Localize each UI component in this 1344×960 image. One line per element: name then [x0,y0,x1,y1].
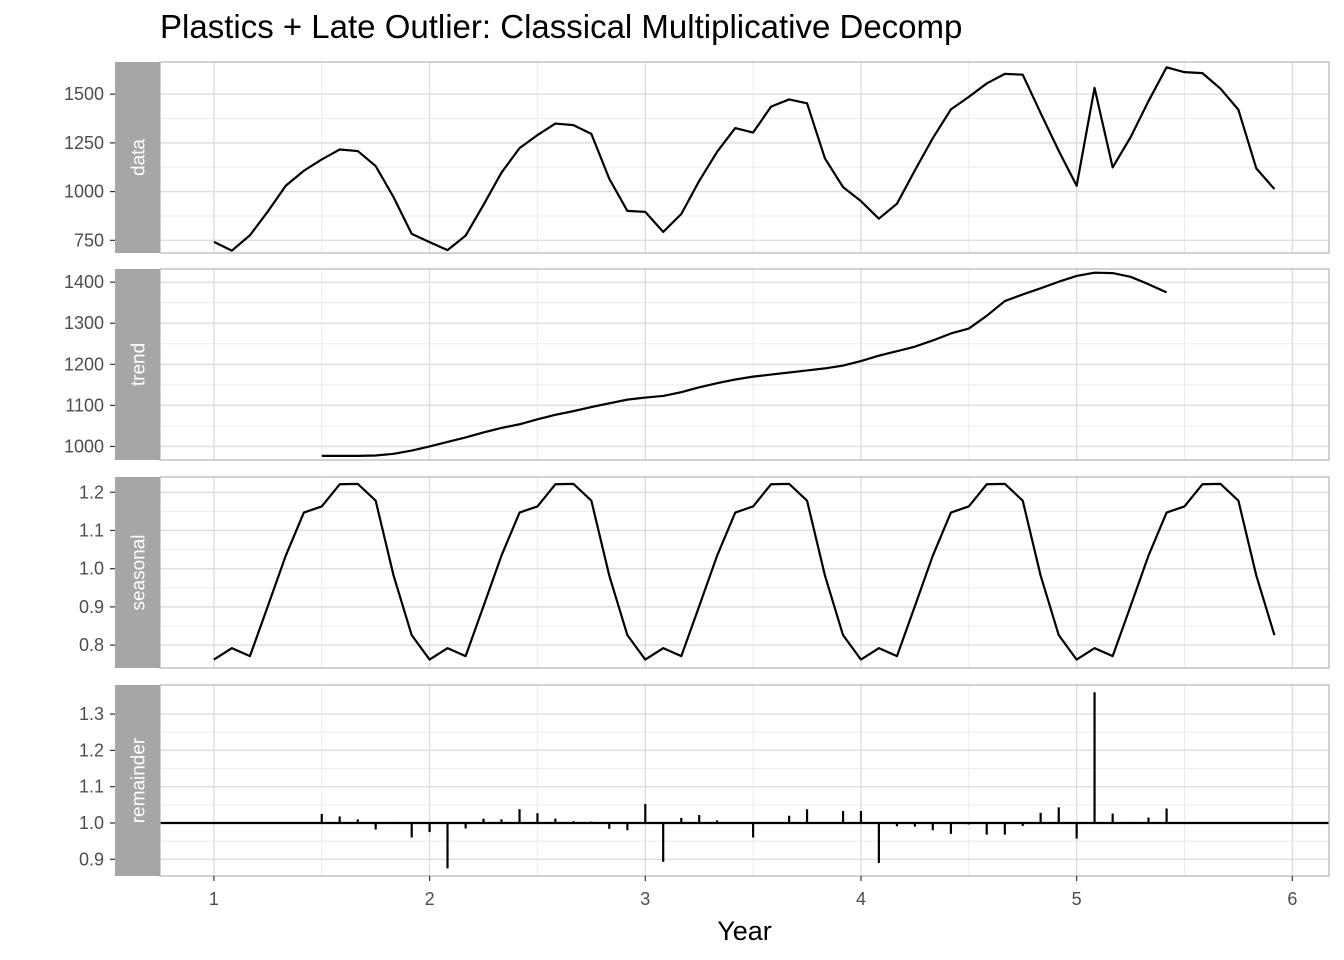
x-tick-label: 2 [425,889,435,909]
x-tick-label: 6 [1287,889,1297,909]
y-tick-label: 0.8 [79,635,104,655]
y-tick-label: 1.0 [79,813,104,833]
y-tick-label: 1.3 [79,704,104,724]
y-tick-label: 0.9 [79,597,104,617]
y-tick-label: 750 [74,230,104,250]
facet-strip-label: seasonal [129,534,150,610]
panel-seasonal: 0.8 0.9 1.0 1.1 1.2 seasonal [79,476,1330,669]
panel-background [160,685,1329,876]
facet-strip-label: data [129,139,150,176]
y-tick-label: 1200 [64,354,104,374]
x-tick-label: 3 [640,889,650,909]
y-tick-label: 1100 [65,395,104,415]
series-line-seasonal [213,482,1276,661]
x-axis-title: Year [717,916,772,946]
series-line-data [213,66,1276,252]
y-tick-label: 1.1 [79,520,104,540]
y-tick-label: 1000 [64,182,104,202]
facet-strip [115,62,160,253]
x-tick-label: 4 [856,889,866,909]
chart-title: Plastics + Late Outlier: Classical Multi… [160,8,963,45]
facet-strip [115,269,160,460]
facet-strip-label: trend [129,343,150,386]
panel-remainder: 0.9 1.0 1.1 1.2 1.3 remainder [79,684,1330,877]
y-tick-label: 1000 [64,436,104,456]
y-tick-label: 1.1 [79,777,104,797]
panel-background [160,477,1329,668]
y-tick-label: 1.2 [79,740,104,760]
x-tick-label: 1 [209,889,219,909]
panel-data: 750 1000 1250 1500 data [64,61,1330,254]
facet-strip [115,477,160,668]
facet-strip [115,685,160,876]
y-tick-label: 1250 [64,133,104,153]
y-tick-label: 1500 [64,84,104,104]
series-line-trend [321,271,1168,457]
facet-strip-label: remainder [129,737,150,823]
x-tick-label: 5 [1072,889,1082,909]
y-tick-label: 1.2 [79,482,104,502]
y-tick-label: 1400 [64,272,104,292]
y-tick-label: 0.9 [79,849,104,869]
y-tick-label: 1300 [64,313,104,333]
y-tick-label: 1.0 [79,559,104,579]
panel-trend: 1000 1100 1200 1300 1400 trend [64,268,1330,461]
